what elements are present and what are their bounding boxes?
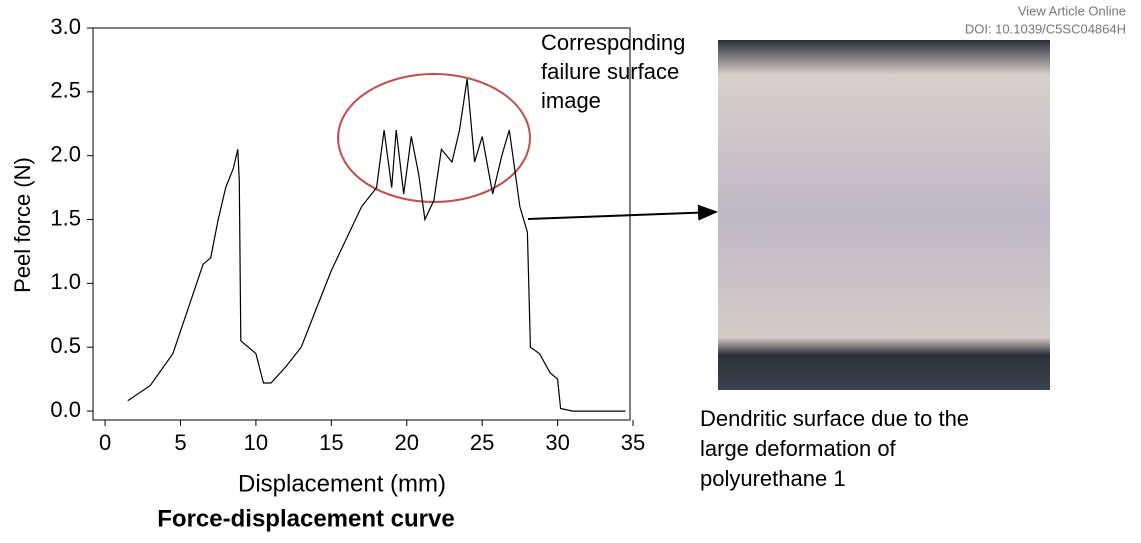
y-tick-label: 2.5: [50, 78, 81, 103]
x-tick-label: 5: [174, 430, 186, 455]
image-caption: image: [541, 88, 601, 113]
surface-note: Dendritic surface due to the: [700, 406, 969, 431]
plot-frame: [92, 27, 631, 421]
x-tick-label: 35: [621, 430, 645, 455]
x-tick-label: 10: [244, 430, 268, 455]
highlight-ellipse: [337, 73, 531, 203]
y-tick-label: 2.0: [50, 141, 81, 166]
image-caption: failure surface: [541, 59, 679, 84]
y-tick-label: 3.0: [50, 14, 81, 39]
y-tick-label: 0.0: [50, 397, 81, 422]
y-axis-label: Peel force (N): [10, 157, 35, 293]
doi[interactable]: DOI: 10.1039/C5SC04864H: [965, 21, 1126, 36]
view-online[interactable]: View Article Online: [1018, 3, 1126, 18]
surface-note: large deformation of: [700, 436, 897, 461]
surface-image: [718, 40, 1050, 390]
x-tick-label: 15: [319, 430, 343, 455]
x-tick-label: 25: [470, 430, 494, 455]
y-tick-label: 1.5: [50, 205, 81, 230]
y-tick-label: 0.5: [50, 333, 81, 358]
chart-title: Force-displacement curve: [157, 505, 454, 532]
y-tick-label: 1.0: [50, 269, 81, 294]
arrow: [527, 204, 718, 221]
x-axis-label: Displacement (mm): [238, 470, 446, 497]
x-tick-label: 20: [395, 430, 419, 455]
surface-note: polyurethane 1: [700, 466, 846, 491]
image-caption: Corresponding: [541, 30, 685, 55]
data-line: [127, 79, 626, 412]
x-tick-label: 0: [99, 430, 111, 455]
x-tick-label: 30: [545, 430, 569, 455]
